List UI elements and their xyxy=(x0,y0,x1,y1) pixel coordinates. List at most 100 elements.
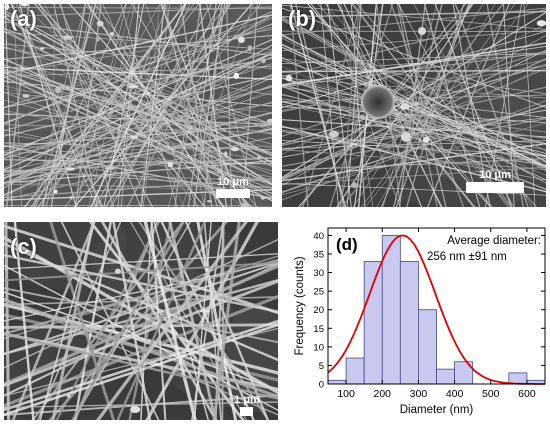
sem-fiber xyxy=(4,401,278,409)
sem-fiber xyxy=(4,30,272,167)
sem-fiber xyxy=(4,102,272,154)
sem-bead xyxy=(186,125,193,130)
sem-fiber xyxy=(282,58,546,94)
sem-fiber xyxy=(117,4,140,207)
sem-fiber xyxy=(111,4,221,207)
scale-bar-a: 10 μm xyxy=(216,176,250,198)
sem-fiber xyxy=(282,29,546,52)
histogram-bar xyxy=(399,261,419,385)
sem-fiber xyxy=(196,222,238,420)
sem-fiber xyxy=(140,222,153,420)
sem-fiber xyxy=(4,52,272,185)
sem-fiber xyxy=(84,4,258,207)
sem-fiber xyxy=(4,69,272,154)
sem-image-c xyxy=(4,222,278,420)
sem-fiber xyxy=(282,77,546,167)
sem-fiber xyxy=(4,204,272,207)
sem-fiber xyxy=(11,4,97,207)
panel-label-d: (d) xyxy=(336,235,358,254)
sem-fiber xyxy=(76,4,127,207)
sem-fiber xyxy=(434,4,513,207)
sem-bead xyxy=(240,202,249,207)
sem-fiber xyxy=(282,100,546,158)
sem-fiber xyxy=(282,65,546,194)
sem-fiber xyxy=(13,222,35,420)
sem-fiber xyxy=(21,4,243,207)
sem-fiber xyxy=(4,253,278,313)
sem-bead xyxy=(400,103,410,110)
sem-fiber xyxy=(4,261,278,282)
sem-fiber xyxy=(4,91,272,190)
sem-fiber xyxy=(4,332,278,400)
sem-fiber xyxy=(282,7,546,108)
sem-fiber xyxy=(282,33,546,184)
annotation-value: 256 nm ±91 nm xyxy=(427,251,507,263)
sem-bead xyxy=(247,45,253,52)
sem-fiber xyxy=(120,4,178,207)
sem-fiber xyxy=(168,222,217,420)
sem-bead xyxy=(422,136,430,143)
sem-image-a xyxy=(4,4,272,207)
sem-fiber xyxy=(4,224,278,315)
sem-shade xyxy=(452,49,546,119)
sem-fiber xyxy=(4,50,272,132)
sem-bead xyxy=(257,155,262,159)
sem-fiber xyxy=(282,77,546,145)
sem-small-bead xyxy=(418,27,426,35)
sem-fiber xyxy=(4,123,272,134)
scale-bar-line-a xyxy=(216,189,250,198)
sem-fiber xyxy=(199,4,228,207)
sem-fiber xyxy=(4,110,272,163)
annotation-average-diameter: Average diameter: xyxy=(447,235,541,247)
sem-bead xyxy=(230,147,239,152)
sem-fiber xyxy=(4,57,272,109)
sem-fiber xyxy=(329,4,394,207)
sem-fiber xyxy=(4,64,272,156)
sem-large-bead xyxy=(361,85,395,119)
sem-fiber xyxy=(86,4,225,207)
panel-label-a: (a) xyxy=(10,6,37,31)
sem-fiber xyxy=(282,183,546,196)
sem-fiber xyxy=(180,4,213,207)
sem-bead xyxy=(167,161,174,168)
sem-fiber xyxy=(242,4,259,207)
sem-fiber xyxy=(452,4,491,207)
sem-fiber xyxy=(4,291,278,391)
sem-fiber xyxy=(73,222,112,420)
panel-label-b: (b) xyxy=(288,6,317,31)
sem-fiber xyxy=(116,222,207,420)
sem-bead xyxy=(145,119,156,122)
y-tick-label: 0 xyxy=(319,380,324,391)
sem-bead xyxy=(20,4,29,7)
sem-fiber xyxy=(282,166,546,186)
sem-fiber xyxy=(4,72,272,195)
y-tick-label: 35 xyxy=(313,250,324,261)
sem-fiber xyxy=(282,77,546,159)
sem-fiber xyxy=(4,76,272,202)
x-axis-label: Diameter (nm) xyxy=(400,404,474,416)
sem-fiber xyxy=(289,4,309,207)
sem-fiber xyxy=(4,279,278,388)
sem-fiber xyxy=(4,13,272,180)
sem-fiber xyxy=(39,222,96,420)
sem-fiber xyxy=(144,4,221,207)
sem-fiber xyxy=(49,222,116,420)
sem-fiber xyxy=(92,4,168,207)
sem-fiber xyxy=(4,47,272,96)
sem-bead xyxy=(53,189,58,194)
sem-fiber xyxy=(4,112,272,172)
sem-fiber xyxy=(4,86,272,159)
sem-fiber xyxy=(4,26,272,108)
plot-frame xyxy=(327,227,546,385)
sem-image-b xyxy=(282,4,546,207)
sem-fiber xyxy=(4,35,272,60)
sem-fiber xyxy=(145,222,259,420)
x-tick-label: 500 xyxy=(482,388,500,400)
sem-fiber xyxy=(4,294,278,408)
y-tick-label: 25 xyxy=(313,287,324,298)
sem-fiber xyxy=(282,4,546,30)
sem-fiber xyxy=(4,60,272,129)
sem-bead xyxy=(127,84,139,89)
y-tick-label: 10 xyxy=(313,342,324,353)
sem-fiber xyxy=(153,222,209,420)
